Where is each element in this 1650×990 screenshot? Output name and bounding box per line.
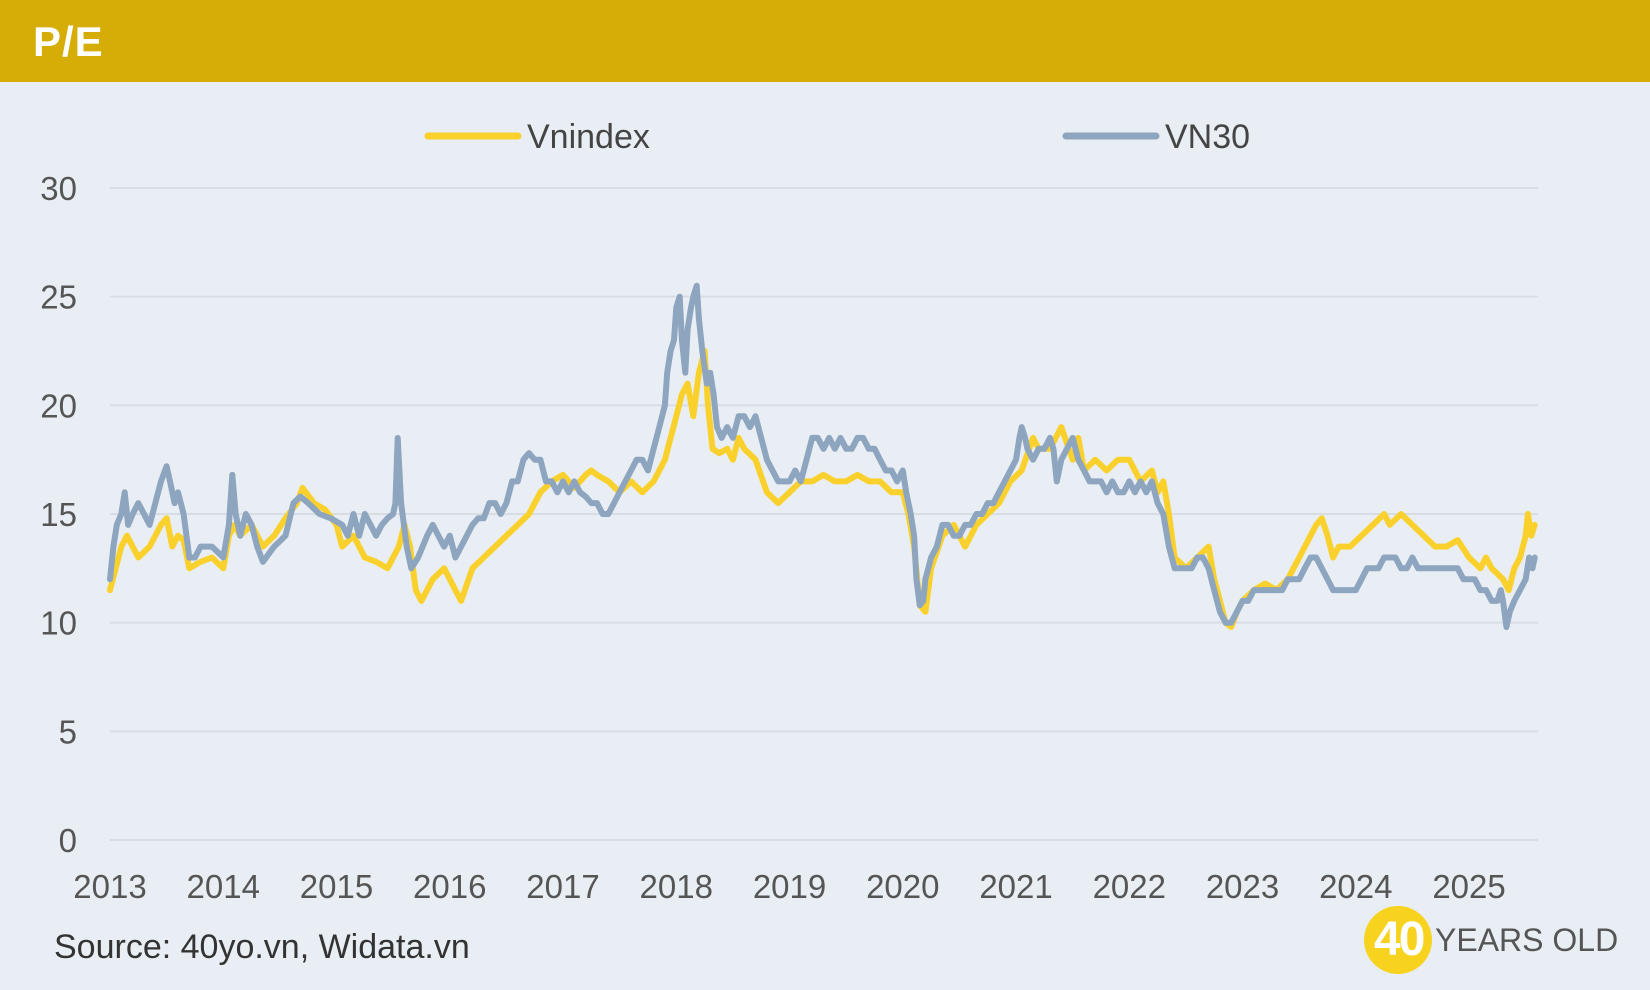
series-line-vnindex: [107, 348, 1538, 630]
logo-text: YEARS OLD: [1435, 922, 1619, 958]
brand-logo: 40 YEARS OLD: [1364, 904, 1634, 974]
chart-series: [107, 282, 1538, 630]
x-tick-label: 2021: [979, 868, 1052, 905]
logo-circle-icon: [1364, 906, 1432, 974]
y-tick-label: 0: [59, 822, 77, 859]
y-tick-label: 10: [40, 605, 77, 642]
y-tick-label: 25: [40, 279, 77, 316]
header-bar: P/E: [0, 0, 1650, 82]
logo-number: 40: [1374, 913, 1425, 966]
y-tick-label: 20: [40, 387, 77, 424]
legend-label-vnindex: Vnindex: [527, 118, 650, 156]
x-tick-label: 2023: [1206, 868, 1279, 905]
x-tick-label: 2014: [187, 868, 260, 905]
x-tick-label: 2019: [753, 868, 826, 905]
x-tick-label: 2018: [640, 868, 713, 905]
x-tick-label: 2025: [1432, 868, 1505, 905]
x-tick-label: 2022: [1093, 868, 1166, 905]
x-axis-ticks: 2013 2014 2015 2016 2017 2018 2019 2020 2021 2022…: [73, 868, 1505, 905]
x-tick-label: 2015: [300, 868, 373, 905]
x-tick-label: 2024: [1319, 868, 1392, 905]
x-tick-label: 2016: [413, 868, 486, 905]
page-title: P/E: [33, 18, 104, 65]
x-tick-label: 2020: [866, 868, 939, 905]
source-note: Source: 40yo.vn, Widata.vn: [54, 928, 470, 966]
x-tick-label: 2017: [526, 868, 599, 905]
chart-gridlines: [110, 187, 1538, 841]
y-tick-label: 5: [59, 713, 77, 750]
x-tick-label: 2013: [73, 868, 146, 905]
y-axis-ticks: 0 5 10 15 20 25 30: [40, 170, 77, 859]
series-line-vn30: [107, 282, 1538, 630]
y-tick-label: 30: [40, 170, 77, 207]
chart-legend: Vnindex VN30: [424, 118, 1250, 156]
legend-label-vn30: VN30: [1165, 118, 1250, 156]
y-tick-label: 15: [40, 496, 77, 533]
